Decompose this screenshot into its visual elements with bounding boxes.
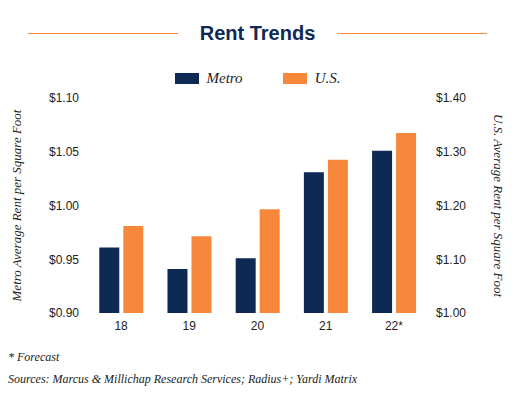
html-text:Metro: Metro <box>206 70 243 86</box>
svg-text:$1.40: $1.40 <box>436 91 466 105</box>
svg-text:U.S. Average Rent per Square F: U.S. Average Rent per Square Foot <box>491 114 506 297</box>
html-text:U.S.: U.S. <box>314 70 341 86</box>
svg-text:$0.90: $0.90 <box>49 306 79 320</box>
svg-text:$1.00: $1.00 <box>436 306 466 320</box>
svg-text:Metro Average Rent per Square: Metro Average Rent per Square Foot <box>9 109 24 302</box>
svg-text:21: 21 <box>319 319 333 333</box>
svg-text:$1.30: $1.30 <box>436 145 466 159</box>
svg-text:$1.10: $1.10 <box>436 253 466 267</box>
svg-text:$1.10: $1.10 <box>49 91 79 105</box>
svg-text:20: 20 <box>251 319 265 333</box>
html-text:Sources: Marcus & Millichap Re: Sources: Marcus & Millichap Research Ser… <box>8 372 358 386</box>
svg-text:22*: 22* <box>385 319 403 333</box>
html-text:* Forecast: * Forecast <box>8 350 60 364</box>
svg-text:18: 18 <box>114 319 128 333</box>
svg-text:$1.20: $1.20 <box>436 199 466 213</box>
svg-text:19: 19 <box>183 319 197 333</box>
svg-text:$1.00: $1.00 <box>49 199 79 213</box>
svg-text:$1.05: $1.05 <box>49 145 79 159</box>
svg-text:$0.95: $0.95 <box>49 253 79 267</box>
html-text:Rent Trends: Rent Trends <box>199 22 316 44</box>
